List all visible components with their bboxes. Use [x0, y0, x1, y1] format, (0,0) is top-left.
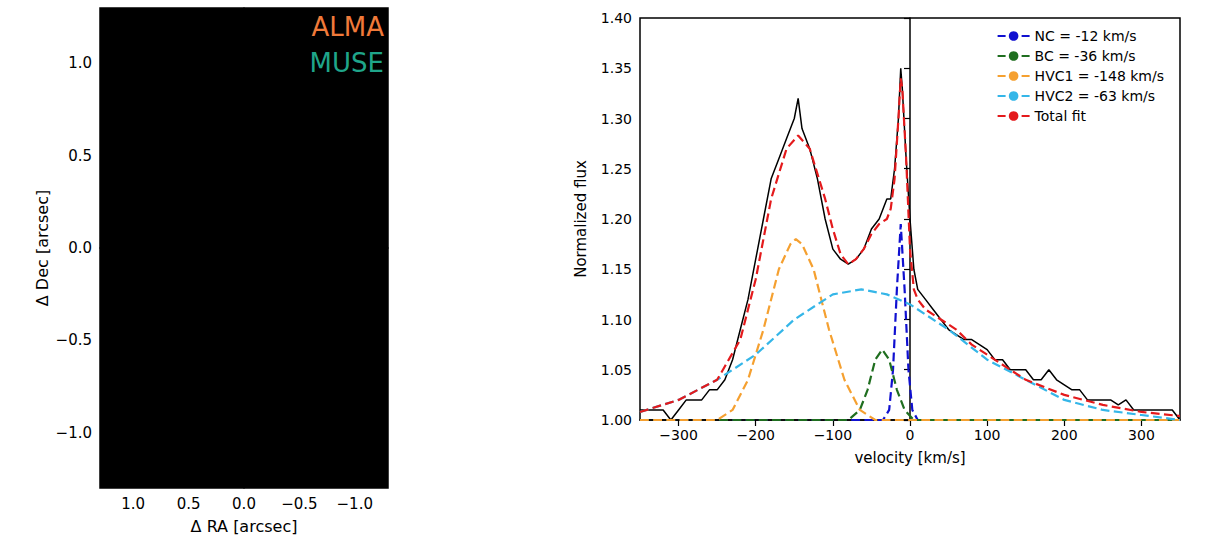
svg-text:ALMA: ALMA	[312, 12, 385, 42]
svg-text:−1.0: −1.0	[56, 424, 92, 442]
svg-text:BC = -36 km/s: BC = -36 km/s	[1035, 48, 1136, 64]
svg-text:1.40: 1.40	[601, 10, 632, 26]
svg-text:1.20: 1.20	[601, 211, 632, 227]
svg-text:Δ RA [arcsec]: Δ RA [arcsec]	[191, 517, 298, 536]
svg-text:−0.5: −0.5	[281, 495, 317, 513]
svg-text:300: 300	[1128, 427, 1155, 443]
svg-text:velocity [km/s]: velocity [km/s]	[854, 449, 965, 467]
svg-text:0.0: 0.0	[68, 239, 92, 257]
svg-text:1.00: 1.00	[601, 412, 632, 428]
svg-text:−1.0: −1.0	[337, 495, 373, 513]
svg-text:−0.5: −0.5	[56, 331, 92, 349]
svg-text:−200: −200	[736, 427, 774, 443]
svg-text:200: 200	[1051, 427, 1078, 443]
svg-text:MUSE: MUSE	[310, 48, 384, 78]
svg-text:1.35: 1.35	[601, 60, 632, 76]
svg-text:0.5: 0.5	[68, 147, 92, 165]
svg-text:Δ Dec [arcsec]: Δ Dec [arcsec]	[33, 190, 52, 306]
svg-text:0.5: 0.5	[177, 495, 201, 513]
svg-text:1.30: 1.30	[601, 111, 632, 127]
svg-text:−300: −300	[659, 427, 697, 443]
svg-text:0: 0	[906, 427, 915, 443]
svg-text:NC = -12 km/s: NC = -12 km/s	[1035, 28, 1137, 44]
svg-text:0.0: 0.0	[232, 495, 256, 513]
svg-text:1.15: 1.15	[601, 261, 632, 277]
svg-text:Normalized flux: Normalized flux	[572, 160, 590, 278]
svg-text:1.10: 1.10	[601, 312, 632, 328]
svg-text:1.0: 1.0	[121, 495, 145, 513]
svg-text:1.25: 1.25	[601, 161, 632, 177]
svg-text:1.0: 1.0	[68, 54, 92, 72]
svg-text:HVC1 = -148 km/s: HVC1 = -148 km/s	[1035, 68, 1164, 84]
svg-text:100: 100	[974, 427, 1001, 443]
svg-text:HVC2 = -63 km/s: HVC2 = -63 km/s	[1035, 88, 1156, 104]
svg-text:1.05: 1.05	[601, 362, 632, 378]
svg-text:Total fit: Total fit	[1034, 108, 1087, 124]
svg-text:−100: −100	[814, 427, 852, 443]
